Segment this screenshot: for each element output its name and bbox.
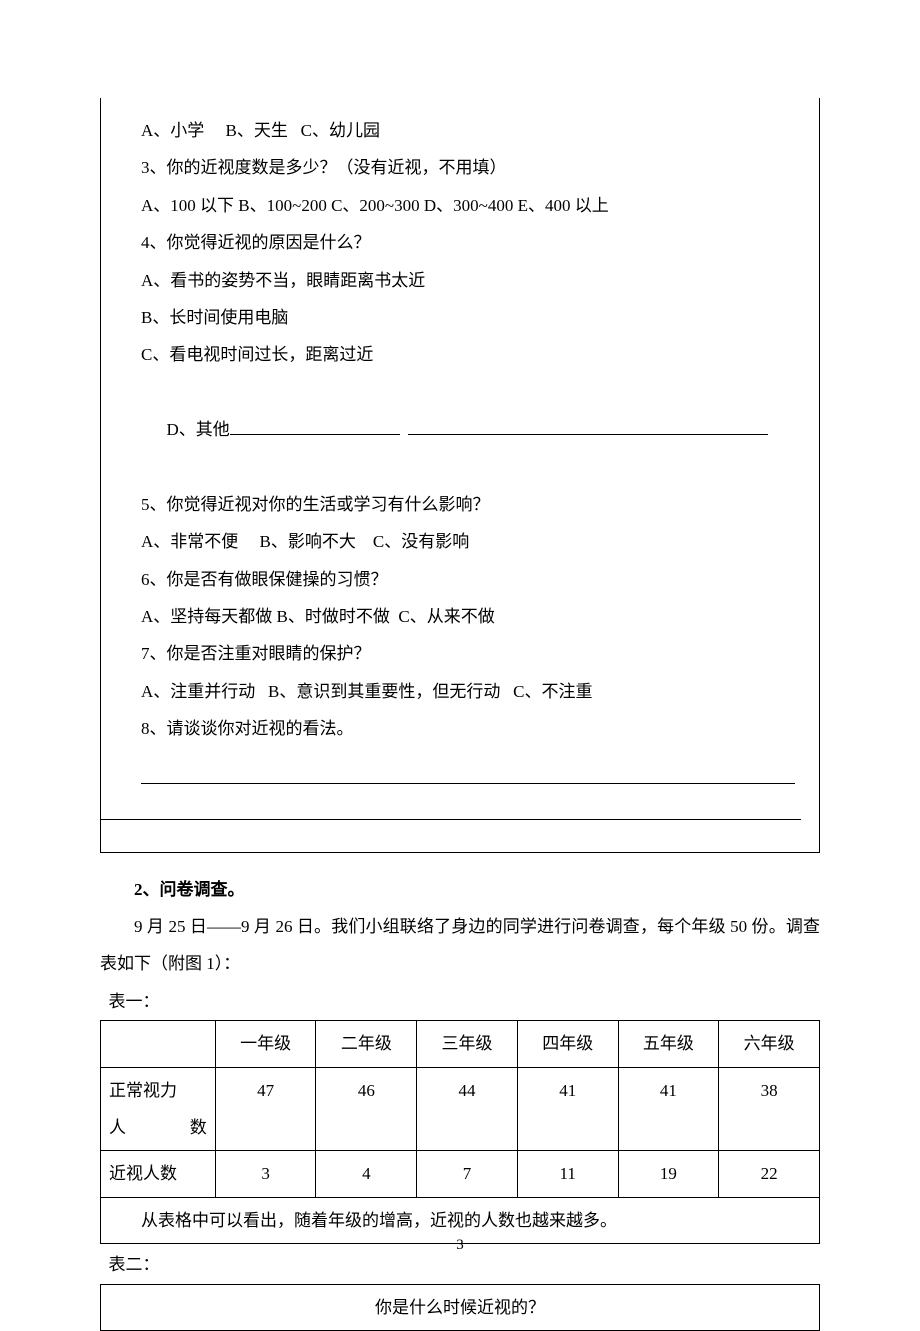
table-1-r2c1: 3 bbox=[215, 1151, 316, 1197]
table-1-r2c5: 19 bbox=[618, 1151, 719, 1197]
q8-text: 8、请谈谈你对近视的看法。 bbox=[141, 710, 795, 747]
table-1-r2c3: 7 bbox=[417, 1151, 518, 1197]
table1-label: 表一： bbox=[100, 983, 820, 1020]
table-1-col-6: 六年级 bbox=[719, 1021, 820, 1067]
q4-option-b: B、长时间使用电脑 bbox=[141, 299, 795, 336]
table-2-header: 你是什么时候近视的？ bbox=[101, 1284, 820, 1330]
q4-d-prefix: D、其他 bbox=[167, 420, 230, 439]
q4-option-c: C、看电视时间过长，距离过近 bbox=[141, 336, 795, 373]
table-1-r1c6: 38 bbox=[719, 1067, 820, 1151]
q7-options: A、注重并行动 B、意识到其重要性，但无行动 C、不注重 bbox=[141, 673, 795, 710]
table-1-corner bbox=[101, 1021, 216, 1067]
q5-text: 5、你觉得近视对你的生活或学习有什么影响？ bbox=[141, 486, 795, 523]
table-1-header-row: 一年级 二年级 三年级 四年级 五年级 六年级 bbox=[101, 1021, 820, 1067]
table-1-col-5: 五年级 bbox=[618, 1021, 719, 1067]
table-1-r1c2: 46 bbox=[316, 1067, 417, 1151]
table-1-col-2: 二年级 bbox=[316, 1021, 417, 1067]
table-1-r2c2: 4 bbox=[316, 1151, 417, 1197]
q4-option-a: A、看书的姿势不当，眼睛距离书太近 bbox=[141, 262, 795, 299]
q5-options: A、非常不便 B、影响不大 C、没有影响 bbox=[141, 523, 795, 560]
table-1-r2c4: 11 bbox=[517, 1151, 618, 1197]
table-1-row2-label: 近视人数 bbox=[101, 1151, 216, 1197]
table-1-row1-label-a: 正常视力 bbox=[109, 1081, 177, 1100]
q3-options: A、100 以下 B、100~200 C、200~300 D、300~400 E… bbox=[141, 187, 795, 224]
table-1-row1-label-b: 人数 bbox=[109, 1109, 207, 1146]
table-1-col-3: 三年级 bbox=[417, 1021, 518, 1067]
q3-text: 3、你的近视度数是多少？（没有近视，不用填） bbox=[141, 149, 795, 186]
q6-options: A、坚持每天都做 B、时做时不做 C、从来不做 bbox=[141, 598, 795, 635]
q4-option-d: D、其他 bbox=[141, 374, 795, 486]
q2-options: A、小学 B、天生 C、幼儿园 bbox=[141, 112, 795, 149]
table-2: 你是什么时候近视的？ bbox=[100, 1284, 820, 1331]
page-number: 3 bbox=[0, 1229, 920, 1262]
table-1-row-normal: 正常视力 人数 47 46 44 41 41 38 bbox=[101, 1067, 820, 1151]
section-2-heading: 2、问卷调查。 bbox=[100, 871, 820, 908]
table-1-col-1: 一年级 bbox=[215, 1021, 316, 1067]
q4-d-blank-2 bbox=[408, 418, 768, 435]
table-1-r2c6: 22 bbox=[719, 1151, 820, 1197]
q8-blank-line-2 bbox=[101, 792, 801, 820]
table-1-row-myopia: 近视人数 3 4 7 11 19 22 bbox=[101, 1151, 820, 1197]
section-2-body: 9 月 25 日——9 月 26 日。我们小组联络了身边的同学进行问卷调查，每个… bbox=[100, 908, 820, 983]
q8-blank-line-1 bbox=[141, 756, 795, 784]
page-content: A、小学 B、天生 C、幼儿园 3、你的近视度数是多少？（没有近视，不用填） A… bbox=[0, 0, 920, 1331]
q4-d-blank-1 bbox=[230, 418, 400, 435]
table-1-col-4: 四年级 bbox=[517, 1021, 618, 1067]
table-1: 一年级 二年级 三年级 四年级 五年级 六年级 正常视力 人数 47 46 44… bbox=[100, 1020, 820, 1244]
table-1-row1-label: 正常视力 人数 bbox=[101, 1067, 216, 1151]
table-1-r1c4: 41 bbox=[517, 1067, 618, 1151]
survey-questions-box: A、小学 B、天生 C、幼儿园 3、你的近视度数是多少？（没有近视，不用填） A… bbox=[100, 98, 820, 853]
q7-text: 7、你是否注重对眼睛的保护？ bbox=[141, 635, 795, 672]
table-1-r1c1: 47 bbox=[215, 1067, 316, 1151]
table-1-r1c3: 44 bbox=[417, 1067, 518, 1151]
q6-text: 6、你是否有做眼保健操的习惯？ bbox=[141, 561, 795, 598]
table-2-header-row: 你是什么时候近视的？ bbox=[101, 1284, 820, 1330]
table-1-r1c5: 41 bbox=[618, 1067, 719, 1151]
q4-text: 4、你觉得近视的原因是什么？ bbox=[141, 224, 795, 261]
